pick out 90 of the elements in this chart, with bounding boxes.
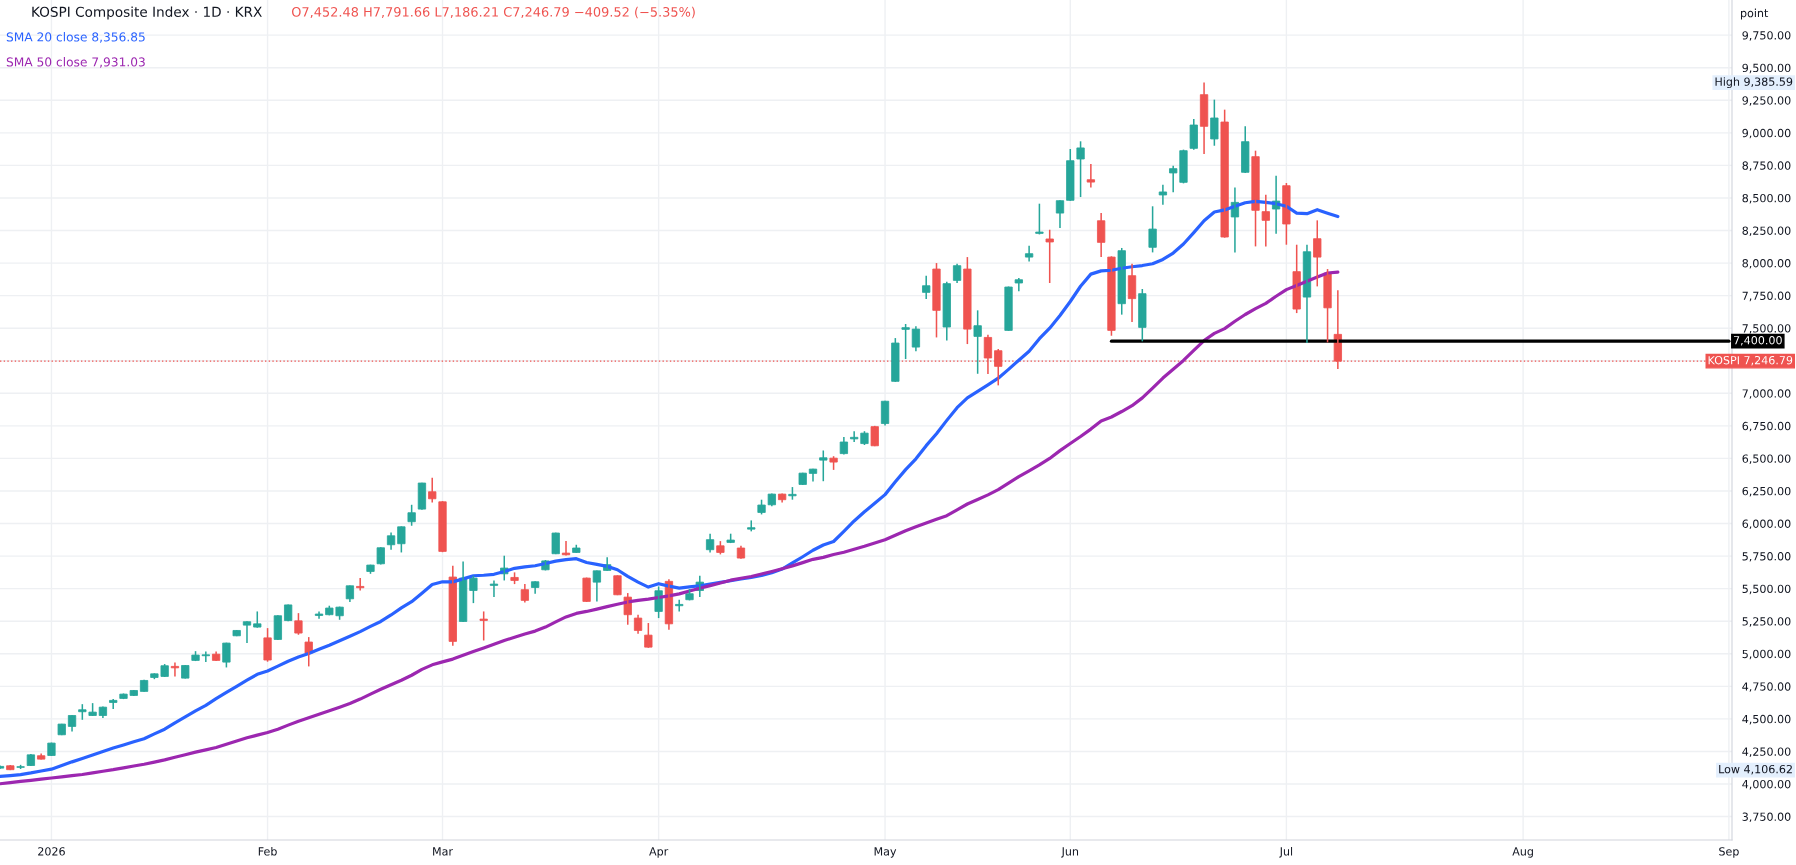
candlestick: [438, 500, 447, 553]
candlestick: [932, 262, 941, 339]
x-tick-label: 2026: [38, 847, 65, 856]
y-tick-label: 6,250.00: [1742, 486, 1791, 497]
candlestick: [37, 752, 46, 761]
y-tick-label: 6,750.00: [1742, 421, 1791, 432]
candlestick: [1045, 228, 1054, 284]
y-tick-label: 4,500.00: [1742, 714, 1791, 725]
candlestick: [57, 723, 66, 736]
y-tick-label: 8,000.00: [1742, 259, 1791, 269]
candlestick: [222, 641, 231, 669]
candlestick: [397, 525, 406, 554]
candlestick: [1138, 288, 1147, 343]
y-tick-label: 7,500.00: [1742, 324, 1791, 334]
candlestick: [1251, 149, 1260, 248]
candlestick: [613, 574, 622, 596]
y-tick-label: 5,750.00: [1742, 552, 1791, 562]
x-tick-label: Feb: [258, 846, 277, 856]
candlestick: [901, 323, 910, 360]
x-tick-label: May: [874, 847, 897, 858]
y-tick-label: 7,000.00: [1742, 389, 1791, 399]
candlestick: [1076, 140, 1085, 198]
candlestick: [644, 622, 653, 649]
candlestick: [1210, 98, 1219, 147]
candlestick: [284, 603, 293, 622]
y-tick-label: 8,750.00: [1742, 161, 1791, 171]
annotation: Low 4,106.62: [1719, 764, 1792, 775]
y-tick-label: 9,750.00: [1742, 31, 1791, 41]
candlestick: [582, 576, 591, 603]
candlestick: [1107, 255, 1116, 337]
candlestick: [963, 256, 972, 345]
candlestick: [1014, 277, 1023, 293]
x-tick-label: Mar: [433, 847, 453, 856]
y-tick-label: 6,500.00: [1742, 454, 1791, 464]
y-tick-label: 4,750.00: [1742, 682, 1791, 692]
y-tick-label: 7,750.00: [1742, 291, 1791, 302]
y-tick-label: 3,750.00: [1742, 812, 1791, 823]
y-tick-label: 9,000.00: [1742, 128, 1791, 139]
x-tick-label: Aug: [1512, 847, 1533, 858]
candlestick: [109, 698, 118, 710]
y-tick-label: 4,000.00: [1742, 779, 1791, 790]
y-tick-label: 9,500.00: [1742, 63, 1791, 74]
x-tick-label: Sep: [1719, 847, 1739, 858]
candlestick: [561, 540, 571, 557]
candlestick: [1086, 163, 1095, 189]
candlestick: [891, 337, 900, 383]
y-tick-label: 6,000.00: [1742, 519, 1791, 530]
y-tick-label: 5,250.00: [1742, 617, 1791, 627]
candlestick: [489, 579, 499, 598]
y-tick-label: 5,500.00: [1742, 584, 1791, 595]
x-tick-label: Apr: [649, 847, 669, 858]
text: SMA 20 close 8,356.85: [6, 32, 145, 43]
candlestick: [922, 274, 931, 300]
y-tick-label: 5,000.00: [1742, 649, 1791, 660]
candlestick: [1004, 285, 1013, 332]
candlestick: [469, 574, 478, 604]
y-tick-label: 9,250.00: [1742, 96, 1791, 106]
text: SMA 50 close 7,931.03: [6, 57, 145, 68]
candlestick: [294, 612, 303, 636]
candlestick: [1282, 182, 1291, 246]
x-tick-label: Jun: [1061, 847, 1079, 858]
annotation: High 9,385.59: [1715, 77, 1793, 88]
candlestick: [808, 467, 818, 483]
y-tick-label: 8,250.00: [1742, 226, 1791, 237]
candlestick: [407, 504, 416, 527]
chart-subtitle: O7,452.48 H7,791.66 L7,186.21 C7,246.79 −409.52 (−5.35%): [291, 6, 695, 19]
candlestick: [819, 449, 828, 482]
candlestick: [1292, 243, 1301, 314]
candlestick: [1066, 148, 1075, 202]
candlestick: [314, 610, 324, 620]
x-tick-label: Jul: [1279, 846, 1293, 858]
candlestick: [1313, 219, 1322, 288]
y-tick-label: 8,500.00: [1742, 193, 1791, 204]
candlestick: [1117, 247, 1126, 316]
ref-line-label: KOSPI 7,246.79: [1708, 355, 1793, 366]
candlestick: [1158, 183, 1168, 206]
data-label: 7,400.00: [1733, 336, 1782, 346]
candlestick: [479, 610, 488, 642]
y-axis-title: point: [1741, 8, 1769, 20]
candlestick: [973, 309, 982, 375]
candlestick: [1261, 193, 1270, 248]
candlestick: [747, 519, 756, 533]
candlestick: [1220, 108, 1229, 239]
candlestick: [551, 531, 560, 555]
candlestick: [1323, 268, 1332, 344]
candlestick: [1035, 202, 1044, 236]
candlestick: [1148, 205, 1157, 254]
candlestick: [263, 627, 272, 663]
y-tick-label: 4,250.00: [1742, 747, 1791, 757]
chart-title: KOSPI Composite Index · 1D · KRX: [32, 6, 262, 20]
